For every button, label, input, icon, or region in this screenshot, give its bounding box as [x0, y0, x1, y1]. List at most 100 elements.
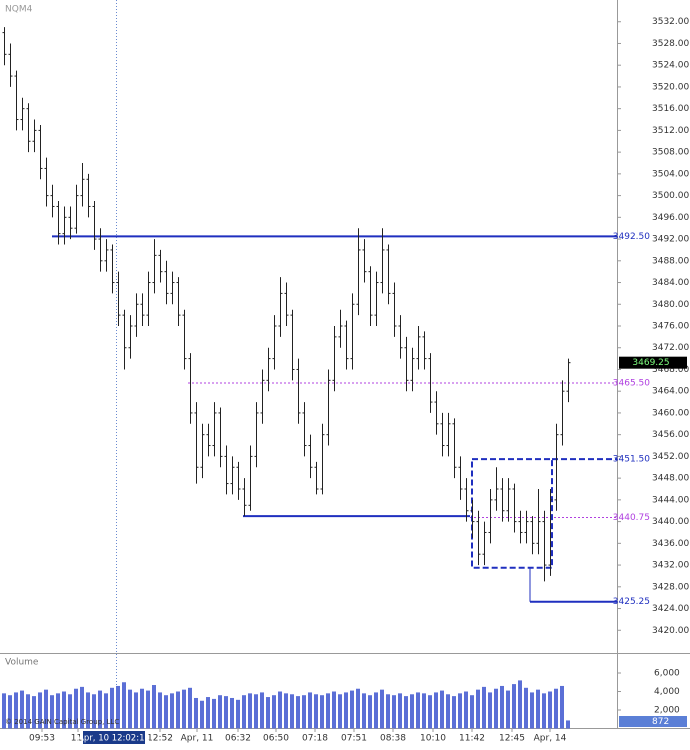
- y-tick-label: 3512.00: [652, 126, 689, 136]
- last-volume-box: [619, 716, 687, 727]
- volume-bar: [308, 692, 312, 729]
- volume-bar: [86, 692, 90, 729]
- y-tick-label: 3420.00: [652, 626, 689, 636]
- volume-bar: [458, 693, 462, 729]
- volume-bar: [158, 692, 162, 729]
- y-tick-label: 3504.00: [652, 169, 689, 179]
- copyright: © 2014 GAIN Capital Group, LLC: [5, 718, 119, 726]
- volume-bar: [248, 693, 252, 729]
- volume-bar: [236, 699, 240, 729]
- volume-bar: [566, 720, 570, 729]
- volume-bar: [476, 689, 480, 729]
- volume-tick-label: 6,000: [654, 669, 680, 679]
- time-label: Apr, 11: [181, 734, 214, 744]
- volume-bar: [404, 696, 408, 729]
- time-label: 07:18: [302, 734, 328, 744]
- volume-bar: [230, 697, 234, 729]
- volume-bar: [560, 685, 564, 729]
- volume-bar: [116, 685, 120, 729]
- volume-bar: [446, 694, 450, 729]
- y-tick-label: 3484.00: [652, 278, 689, 288]
- y-tick-label: 3524.00: [652, 61, 689, 71]
- volume-bar: [218, 695, 222, 729]
- volume-bar: [122, 682, 126, 729]
- volume-bar: [98, 690, 102, 729]
- volume-bar: [320, 695, 324, 729]
- y-tick-label: 3460.00: [652, 408, 689, 418]
- y-tick-label: 3424.00: [652, 604, 689, 614]
- y-tick-label: 3500.00: [652, 191, 689, 201]
- volume-bar: [2, 693, 6, 729]
- volume-bar: [548, 691, 552, 729]
- time-label: 07:51: [341, 734, 367, 744]
- volume-bar: [68, 694, 72, 729]
- box: [471, 458, 553, 569]
- y-tick-label: 3452.00: [652, 452, 689, 462]
- volume-bar: [266, 697, 270, 729]
- y-tick-label: 3464.00: [652, 387, 689, 397]
- volume-bar: [8, 695, 12, 729]
- time-label: 12:45: [499, 734, 525, 744]
- volume-bar: [242, 695, 246, 729]
- y-tick-label: 3520.00: [652, 82, 689, 92]
- volume-bar: [188, 687, 192, 729]
- volume-bar: [56, 693, 60, 729]
- y-tick-label: 3528.00: [652, 39, 689, 49]
- time-label: 06:50: [263, 734, 289, 744]
- volume-bar: [494, 688, 498, 729]
- marks: 3532.00 3528.00 3524.00 3520.00 3516.00 3512.…: [2, 17, 689, 744]
- volume-bar: [368, 695, 372, 729]
- volume-bar: [536, 689, 540, 729]
- volume-bar: [302, 695, 306, 729]
- volume-bar: [422, 693, 426, 729]
- time-label: 06:32: [225, 734, 251, 744]
- level-label: 3451.50: [613, 455, 650, 465]
- volume-bar: [434, 692, 438, 729]
- volume-bar: [284, 693, 288, 729]
- volume-bar: [20, 690, 24, 729]
- y-tick-label: 3508.00: [652, 148, 689, 158]
- time-label: 09:53: [29, 734, 55, 744]
- volume-bar: [134, 692, 138, 729]
- volume-bar: [554, 688, 558, 729]
- volume-bar: [212, 698, 216, 729]
- volume-bar: [488, 692, 492, 729]
- volume-bar: [104, 693, 108, 729]
- volume-tick-label: 4,000: [654, 687, 680, 697]
- volume-bar: [44, 689, 48, 729]
- volume-bar: [392, 695, 396, 729]
- volume-bar: [470, 695, 474, 729]
- volume-bar: [200, 700, 204, 729]
- volume-bar: [416, 692, 420, 729]
- volume-bar: [26, 694, 30, 729]
- volume-bar: [374, 692, 378, 729]
- crosshair-label-box: [83, 731, 145, 744]
- y-tick-label: 3444.00: [652, 495, 689, 505]
- time-label: 12:52: [147, 734, 173, 744]
- y-tick-label: 3488.00: [652, 256, 689, 266]
- volume-bar: [194, 697, 198, 729]
- time-label: 10:10: [420, 734, 446, 744]
- last-price-box: [619, 356, 687, 369]
- level-label: 3492.50: [613, 232, 650, 242]
- y-tick-label: 3456.00: [652, 430, 689, 440]
- volume-bar: [80, 686, 84, 729]
- y-tick-label: 3532.00: [652, 17, 689, 27]
- volume-bar: [362, 693, 366, 729]
- volume-bar: [542, 693, 546, 729]
- y-tick-label: 3436.00: [652, 539, 689, 549]
- volume-bar: [164, 695, 168, 729]
- volume-bar: [260, 692, 264, 729]
- last-price-label: 3469.25: [632, 358, 669, 368]
- time-label: 08:38: [380, 734, 406, 744]
- volume-bar: [140, 688, 144, 729]
- volume-bar: [50, 695, 54, 729]
- y-tick-label: 3432.00: [652, 561, 689, 571]
- y-tick-label: 3428.00: [652, 582, 689, 592]
- volume-bar: [452, 696, 456, 729]
- volume-bar: [176, 691, 180, 729]
- level-label: 3440.75: [613, 513, 650, 523]
- volume-bar: [314, 694, 318, 729]
- y-tick-label: 3516.00: [652, 104, 689, 114]
